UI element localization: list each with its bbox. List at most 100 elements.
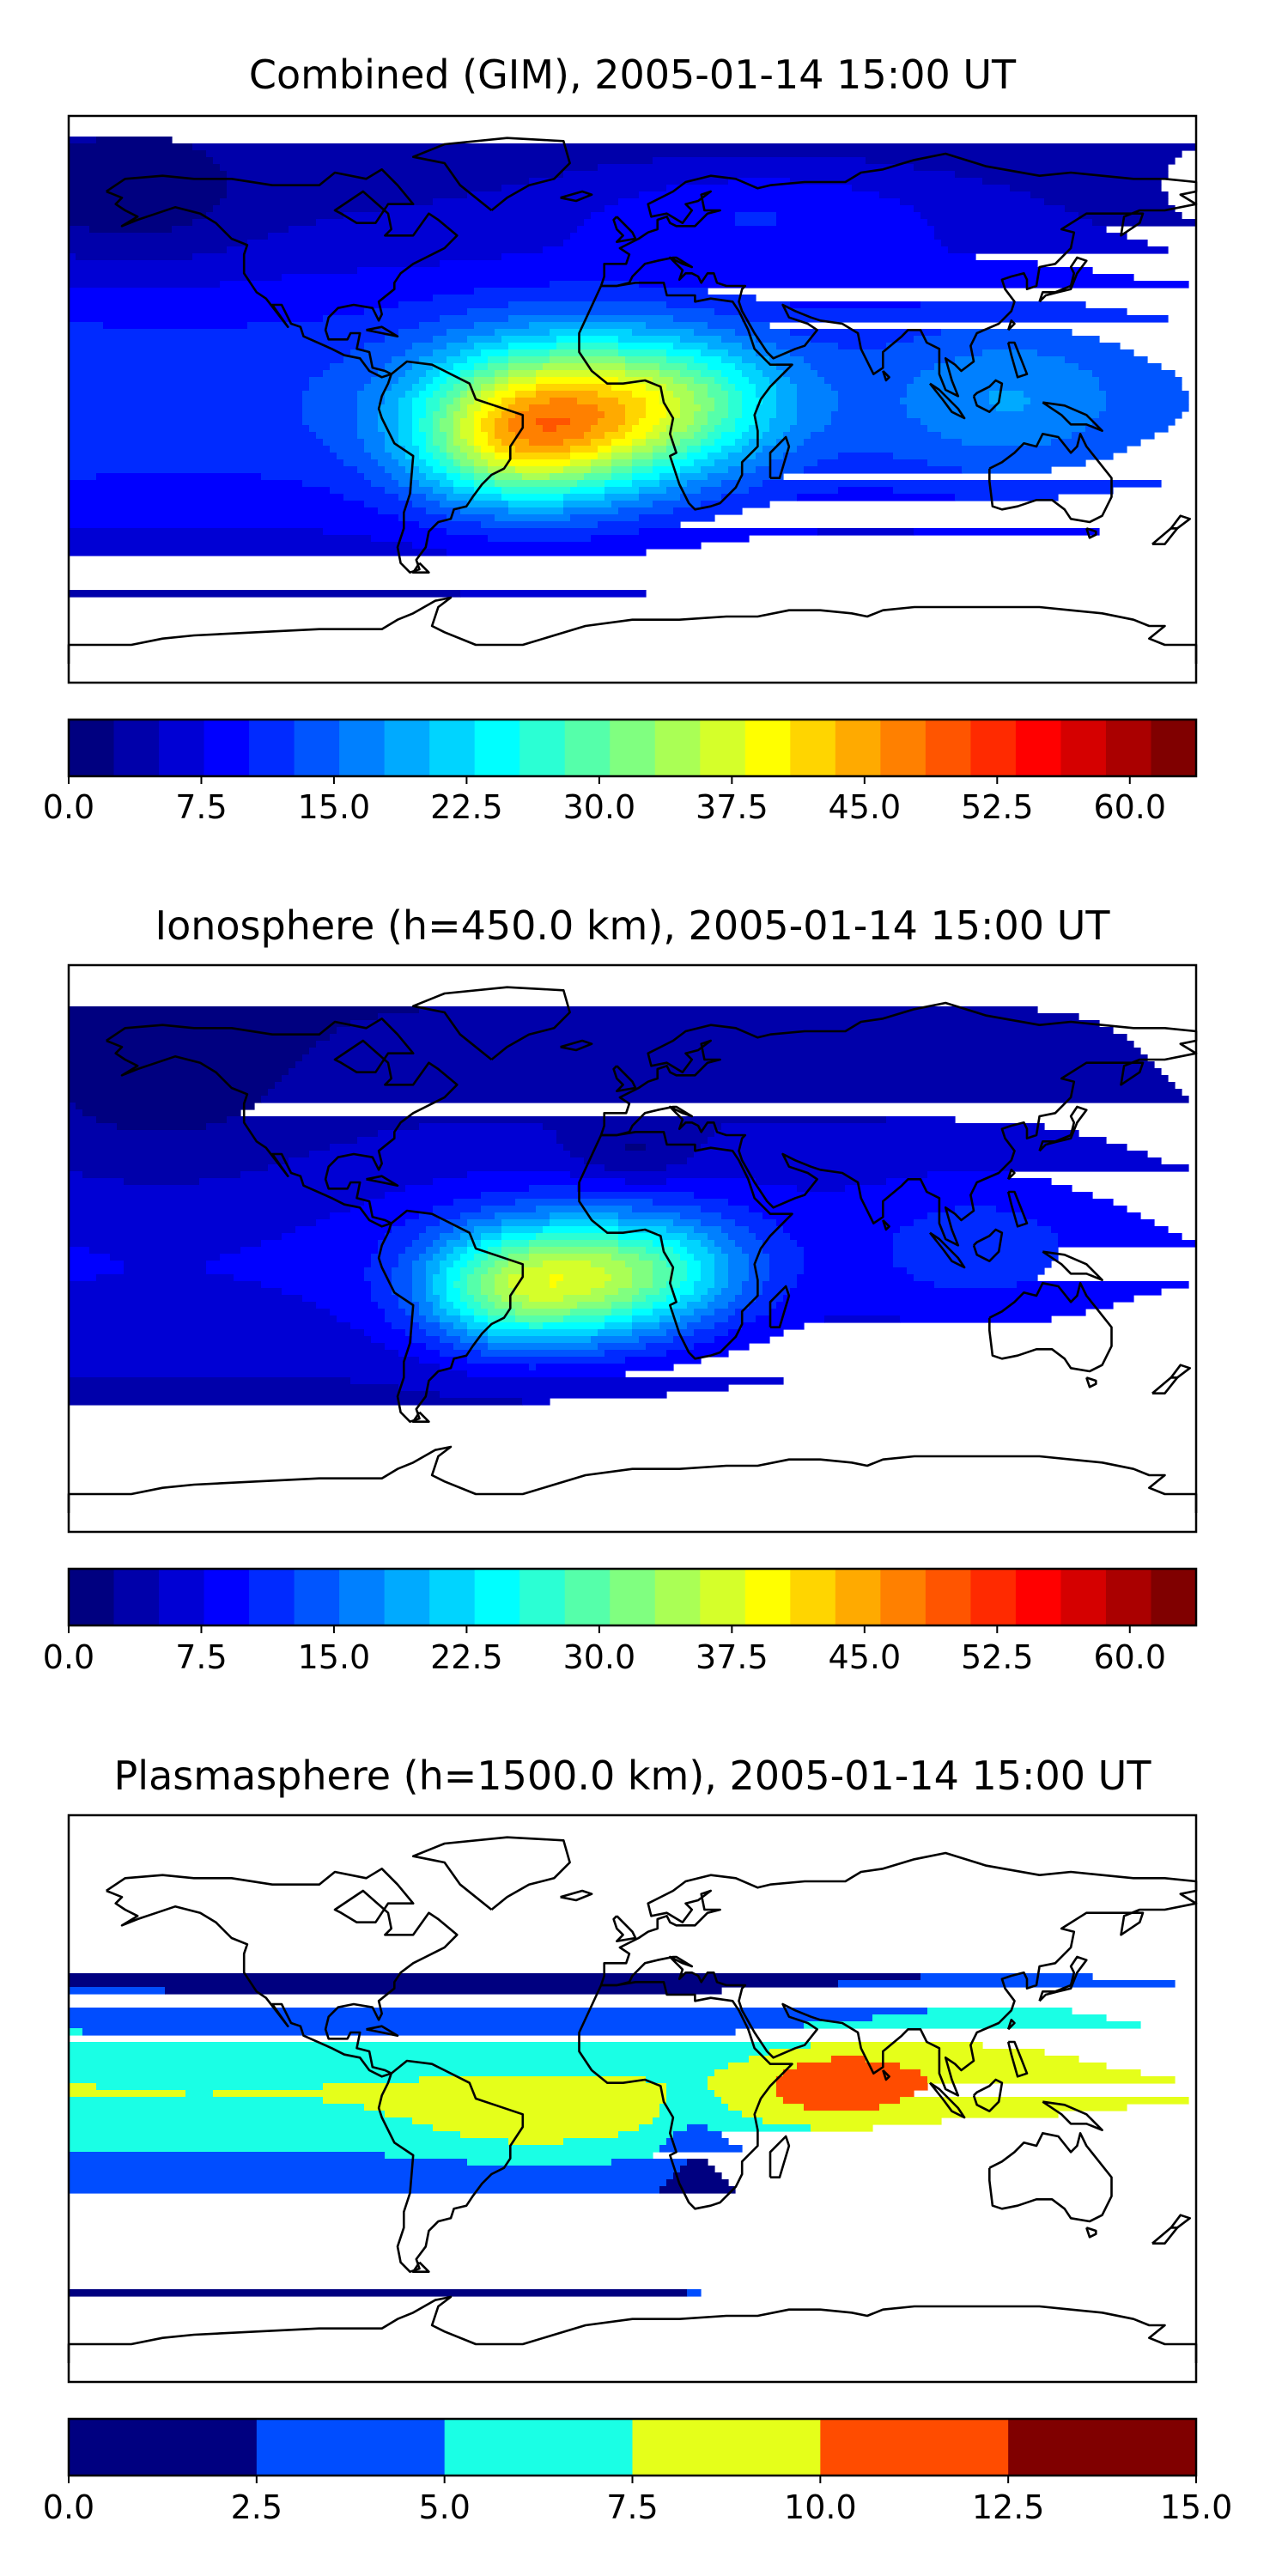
panel-3-title: Plasmasphere (h=1500.0 km), 2005-01-14 1… (114, 1753, 1152, 1799)
panel-1-colorbar-tick-label: 60.0 (1093, 788, 1166, 826)
panel-2-colorbar-level (474, 1569, 520, 1625)
coastline (1170, 2214, 1191, 2229)
panel-1-colorbar-tick-label: 30.0 (563, 788, 636, 826)
panel-1-contour-field (69, 137, 1196, 598)
coastline (106, 1868, 459, 2078)
panel-1-colorbar-level (1105, 720, 1151, 776)
panel-1-colorbar-level (790, 720, 836, 776)
panel-1-colorbar-level (294, 720, 340, 776)
panel-1-colorbar-tick-label: 15.0 (298, 788, 371, 826)
panel-1-colorbar-tick-label: 37.5 (696, 788, 769, 826)
coastline (988, 432, 1113, 524)
coastline (1006, 2019, 1016, 2031)
coastline (1151, 1376, 1179, 1394)
panel-2-colorbar-tick-label: 0.0 (43, 1638, 94, 1676)
panel-1-colorbar-level (474, 720, 520, 776)
panel-1-coastlines (67, 137, 1198, 664)
panel-2-coastlines (67, 986, 1198, 1513)
coastline (972, 2078, 1004, 2112)
panel-1-colorbar-level (654, 720, 701, 776)
coastline (1170, 514, 1191, 530)
panel-2-colorbar-level (384, 1569, 430, 1625)
coastline (578, 1981, 793, 2210)
panel-2-colorbar-level (69, 1569, 115, 1625)
panel-1-colorbar-level (159, 720, 205, 776)
panel-1-colorbar-level (744, 720, 791, 776)
coastline (1042, 2100, 1103, 2131)
panel-1-colorbar-tick-label: 0.0 (43, 788, 94, 826)
coastline (377, 2059, 525, 2273)
panel-2-colorbar-level (880, 1569, 927, 1625)
panel-2-colorbar-tick-label: 22.5 (430, 1638, 503, 1676)
panel-3-coastlines (67, 1836, 1198, 2363)
panel-1-colorbar-tick-label: 52.5 (961, 788, 1034, 826)
panel-1-map-frame (67, 114, 1198, 684)
panel-1-colorbar-level (519, 720, 566, 776)
coastline (560, 1039, 593, 1052)
panel-2-colorbar-level (159, 1569, 205, 1625)
panel-1-colorbar-tick-label: 22.5 (430, 788, 503, 826)
coastline (1038, 256, 1088, 303)
panel-3-contour-field (69, 1973, 1189, 2297)
panel-2-colorbar-level (429, 1569, 476, 1625)
coastline (882, 2069, 890, 2081)
coastline (769, 2135, 791, 2178)
panel-1-colorbar-level (925, 720, 971, 776)
panel-2-colorbar-level (1151, 1569, 1197, 1625)
coastline (988, 1282, 1113, 1373)
panel-2-colorbar-frame (67, 1567, 1198, 1627)
panel-2-colorbar-level (519, 1569, 566, 1625)
panel-3-colorbar-tick-label: 12.5 (972, 2488, 1045, 2526)
panel-2-colorbar-level (925, 1569, 971, 1625)
panel-3-colorbar-level (632, 2419, 821, 2476)
panel-2-map-frame (67, 963, 1198, 1534)
panel-2-colorbar-tick-label: 30.0 (563, 1638, 636, 1676)
coastline (882, 370, 890, 382)
coastline (1085, 1376, 1097, 1388)
panel-2-colorbar-level (610, 1569, 656, 1625)
coastline (1038, 1105, 1088, 1152)
coastline (411, 1411, 430, 1423)
coastline (599, 152, 1198, 398)
panel-2-contour-field (69, 1006, 1196, 1406)
coastline (612, 1065, 637, 1092)
panel-3-colorbar-level (1008, 2419, 1197, 2476)
panel-2-colorbar-tick-label: 15.0 (298, 1638, 371, 1676)
coastline (411, 562, 430, 574)
panel-1-title: Combined (GIM), 2005-01-14 15:00 UT (249, 52, 1017, 98)
coastline (988, 2132, 1113, 2223)
coastline (411, 2261, 430, 2273)
coastline (928, 1231, 966, 1269)
panel-1-colorbar-level (880, 720, 927, 776)
coastline (106, 1018, 459, 1228)
coastline (1151, 2227, 1179, 2245)
panel-2-colorbar-tick-label: 52.5 (961, 1638, 1034, 1676)
coastline (1006, 2040, 1029, 2078)
panel-2-colorbar-level (1105, 1569, 1151, 1625)
panel-3-colorbar-level (444, 2419, 633, 2476)
panel-1-colorbar-level (1151, 720, 1197, 776)
panel-1-colorbar-level (1060, 720, 1107, 776)
panel-2-colorbar-level (700, 1569, 746, 1625)
panel-1-colorbar-tick-label: 7.5 (175, 788, 227, 826)
panel-3-colorbar-tick-label: 15.0 (1160, 2488, 1233, 2526)
panel-1-colorbar-level (1015, 720, 1061, 776)
panel-2-colorbar-level (970, 1569, 1017, 1625)
coastline (366, 1175, 399, 1187)
coastline (1170, 1364, 1191, 1379)
coastline (612, 216, 637, 244)
panel-1-colorbar-level (835, 720, 881, 776)
panel-3-colorbar-tick-label: 7.5 (606, 2488, 658, 2526)
panel-2-colorbar-level (249, 1569, 295, 1625)
coastline (366, 325, 399, 338)
panel-2-colorbar-level (835, 1569, 881, 1625)
panel-3-colorbar-tick-label: 2.5 (231, 2488, 283, 2526)
panel-2-colorbar-level (744, 1569, 791, 1625)
coastline (67, 1445, 1198, 1513)
panel-2-colorbar-level (339, 1569, 386, 1625)
coastline (578, 1131, 793, 1360)
coastline (882, 1219, 890, 1231)
panel-1-colorbar-tick-label: 45.0 (829, 788, 902, 826)
coastline (928, 2081, 966, 2119)
